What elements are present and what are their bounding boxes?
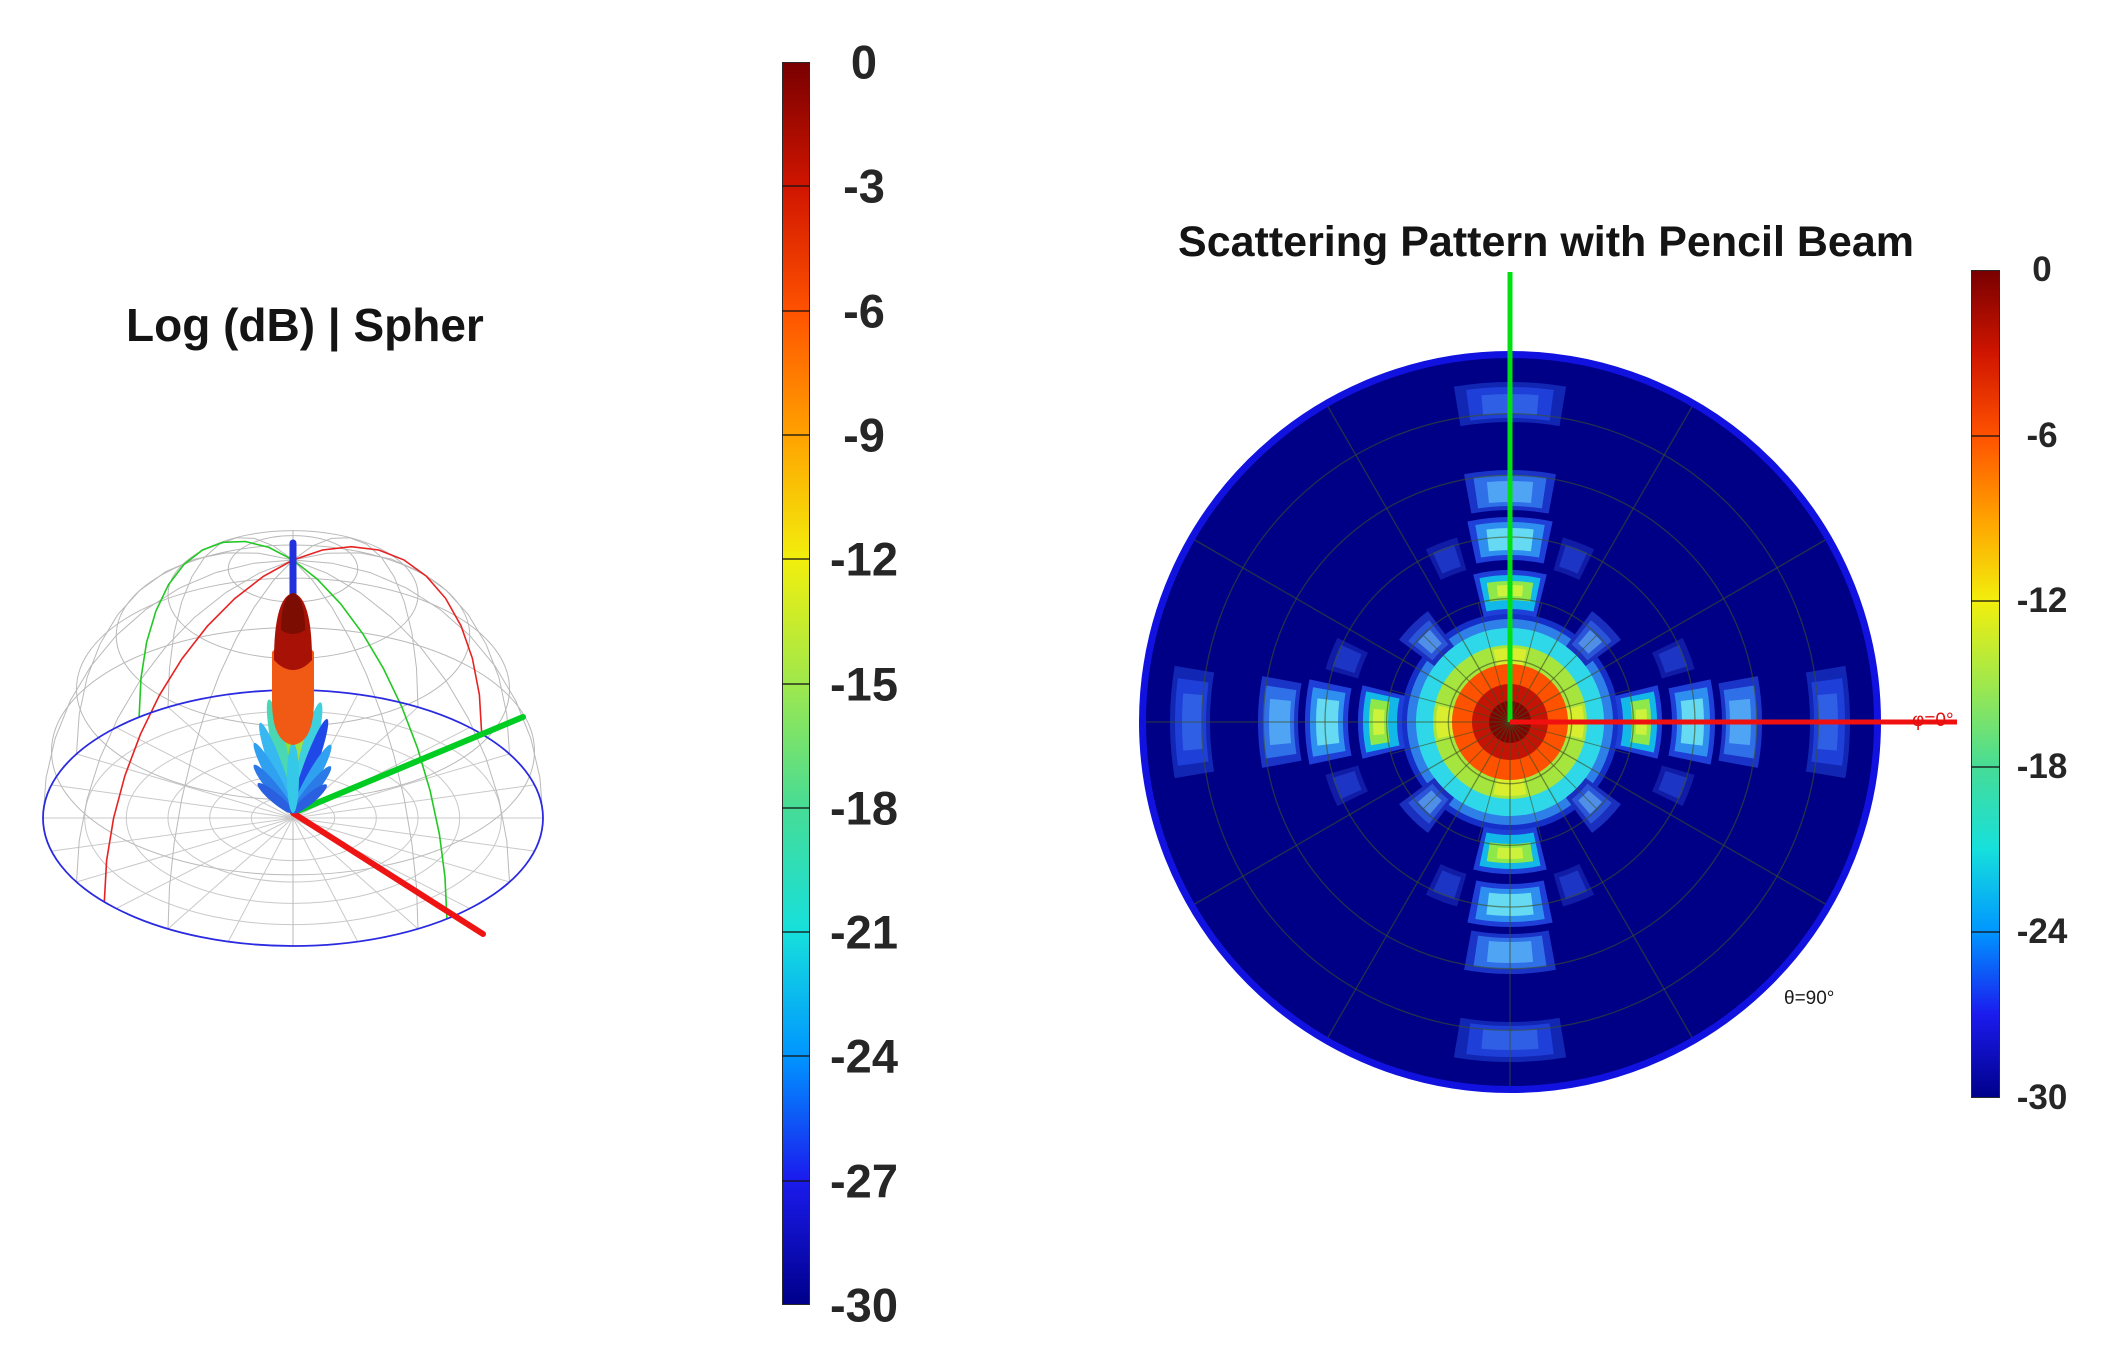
colorbar-polar-tick bbox=[1971, 765, 2000, 768]
polar-plot-title: Scattering Pattern with Pencil Beam bbox=[1178, 218, 1914, 266]
colorbar-3d-tick bbox=[782, 1179, 810, 1182]
colorbar-polar-tick-label: -30 bbox=[2016, 1078, 2068, 1117]
colorbar-polar-tick-label: -24 bbox=[2016, 912, 2068, 952]
colorbar-polar-tick-label: -18 bbox=[2016, 746, 2068, 786]
colorbar-3d-tick bbox=[782, 682, 810, 685]
polar-beam-axes bbox=[1507, 272, 1957, 725]
3d-beam-lobes bbox=[253, 593, 332, 814]
colorbar-polar-tick-label: 0 bbox=[2032, 250, 2052, 289]
colorbar-3d-tick-label: -18 bbox=[830, 781, 898, 835]
colorbar-3d-tick-label: -24 bbox=[830, 1029, 898, 1083]
colorbar-3d-tick bbox=[782, 433, 810, 436]
3d-axes bbox=[289, 539, 526, 937]
3d-axis-red bbox=[290, 810, 486, 937]
colorbar-polar-tick-label: -12 bbox=[2016, 581, 2068, 621]
polar-phi-axis-label: φ=0° bbox=[1912, 710, 1954, 731]
colorbar-3d-tick-label: -12 bbox=[830, 532, 898, 586]
colorbar-3d-tick bbox=[782, 185, 810, 188]
colorbar-polar-tick bbox=[1971, 931, 2000, 934]
colorbar-3d-tick-label: -27 bbox=[830, 1154, 898, 1208]
colorbar-3d-tick bbox=[782, 1055, 810, 1058]
colorbar-polar-tick-label: -6 bbox=[2026, 415, 2058, 455]
polar-theta-rim-label: θ=90° bbox=[1784, 988, 1835, 1009]
colorbar-3d-tick bbox=[782, 931, 810, 934]
3d-axis-green bbox=[290, 714, 526, 816]
colorbar-3d-tick-label: -9 bbox=[843, 408, 885, 462]
colorbar-3d-tick bbox=[782, 558, 810, 561]
colorbar-3d-tick-label: -15 bbox=[830, 657, 898, 710]
colorbar-3d-tick-label: -6 bbox=[843, 284, 885, 338]
colorbar-3d-tick-label: -21 bbox=[830, 905, 898, 959]
colorbar-polar-tick bbox=[1971, 600, 2000, 603]
colorbar-3d-tick bbox=[782, 309, 810, 312]
colorbar-3d-tick-label: -3 bbox=[843, 159, 885, 213]
colorbar-polar bbox=[1971, 270, 2000, 1098]
colorbar-3d-tick-label: 0 bbox=[850, 35, 878, 89]
plot3d-title: Log (dB) | Spher bbox=[126, 299, 484, 351]
colorbar-3d-tick bbox=[782, 806, 810, 809]
colorbar-polar-tick bbox=[1971, 434, 2000, 437]
colorbar-3d-tick-label: -30 bbox=[830, 1278, 898, 1332]
